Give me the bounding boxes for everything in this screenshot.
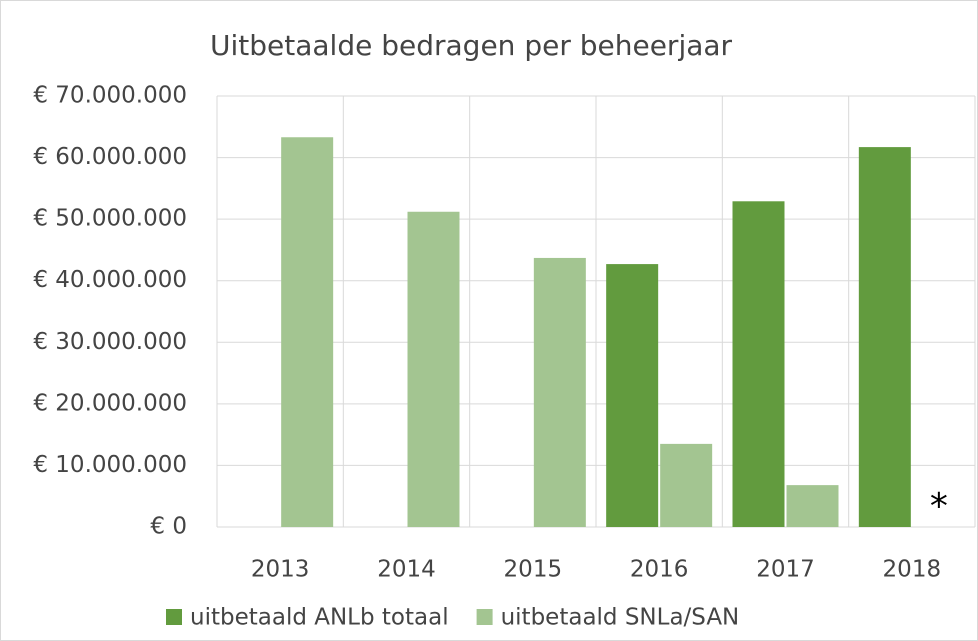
legend-swatch [476, 609, 493, 625]
x-tick-label: 2018 [883, 557, 942, 583]
bar [533, 257, 586, 527]
x-tick-label: 2015 [504, 557, 563, 583]
legend-label: uitbetaald ANLb totaal [190, 605, 449, 631]
bar [858, 147, 911, 527]
bar [732, 201, 785, 527]
legend-swatch [166, 609, 182, 625]
y-tick-label: € 70.000.000 [33, 83, 187, 109]
y-tick-label: € 40.000.000 [33, 267, 187, 293]
y-tick-label: € 60.000.000 [33, 144, 187, 170]
y-tick-label: € 20.000.000 [33, 390, 187, 416]
y-tick-label: € 30.000.000 [33, 329, 187, 355]
legend-label: uitbetaald SNLa/SAN [501, 605, 740, 631]
x-tick-label: 2016 [630, 557, 689, 583]
chart-title: Uitbetaalde bedragen per beheerjaar [210, 29, 733, 62]
y-tick-label: € 50.000.000 [33, 206, 187, 232]
bar [606, 264, 659, 527]
y-tick-label: € 0 [150, 514, 187, 540]
bar [407, 211, 460, 528]
x-tick-label: 2014 [377, 557, 436, 583]
bar [281, 137, 334, 527]
bar [786, 485, 839, 527]
bar [660, 443, 713, 527]
y-tick-label: € 10.000.000 [33, 452, 187, 478]
x-tick-label: 2017 [756, 557, 815, 583]
annotation: * [930, 486, 948, 527]
x-tick-label: 2013 [251, 557, 310, 583]
